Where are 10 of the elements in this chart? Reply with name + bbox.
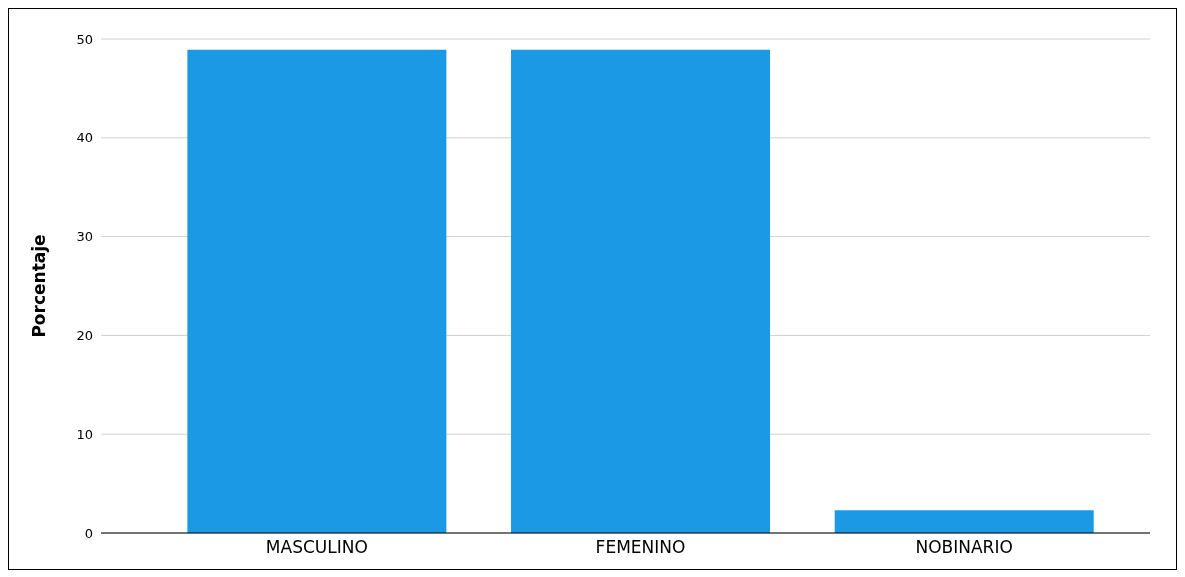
y-tick-label: 50 xyxy=(76,31,93,47)
y-tick-label: 30 xyxy=(76,229,93,245)
y-axis-title: Porcentaje xyxy=(29,234,50,338)
x-tick-label: FEMENINO xyxy=(595,537,686,558)
y-tick-label: 0 xyxy=(84,525,93,541)
y-tick-label: 20 xyxy=(76,328,93,344)
y-tick-label: 40 xyxy=(76,130,93,146)
x-tick-label: NOBINARIO xyxy=(915,537,1013,558)
y-tick-label: 10 xyxy=(76,426,93,442)
x-tick-label: MASCULINO xyxy=(265,537,368,558)
